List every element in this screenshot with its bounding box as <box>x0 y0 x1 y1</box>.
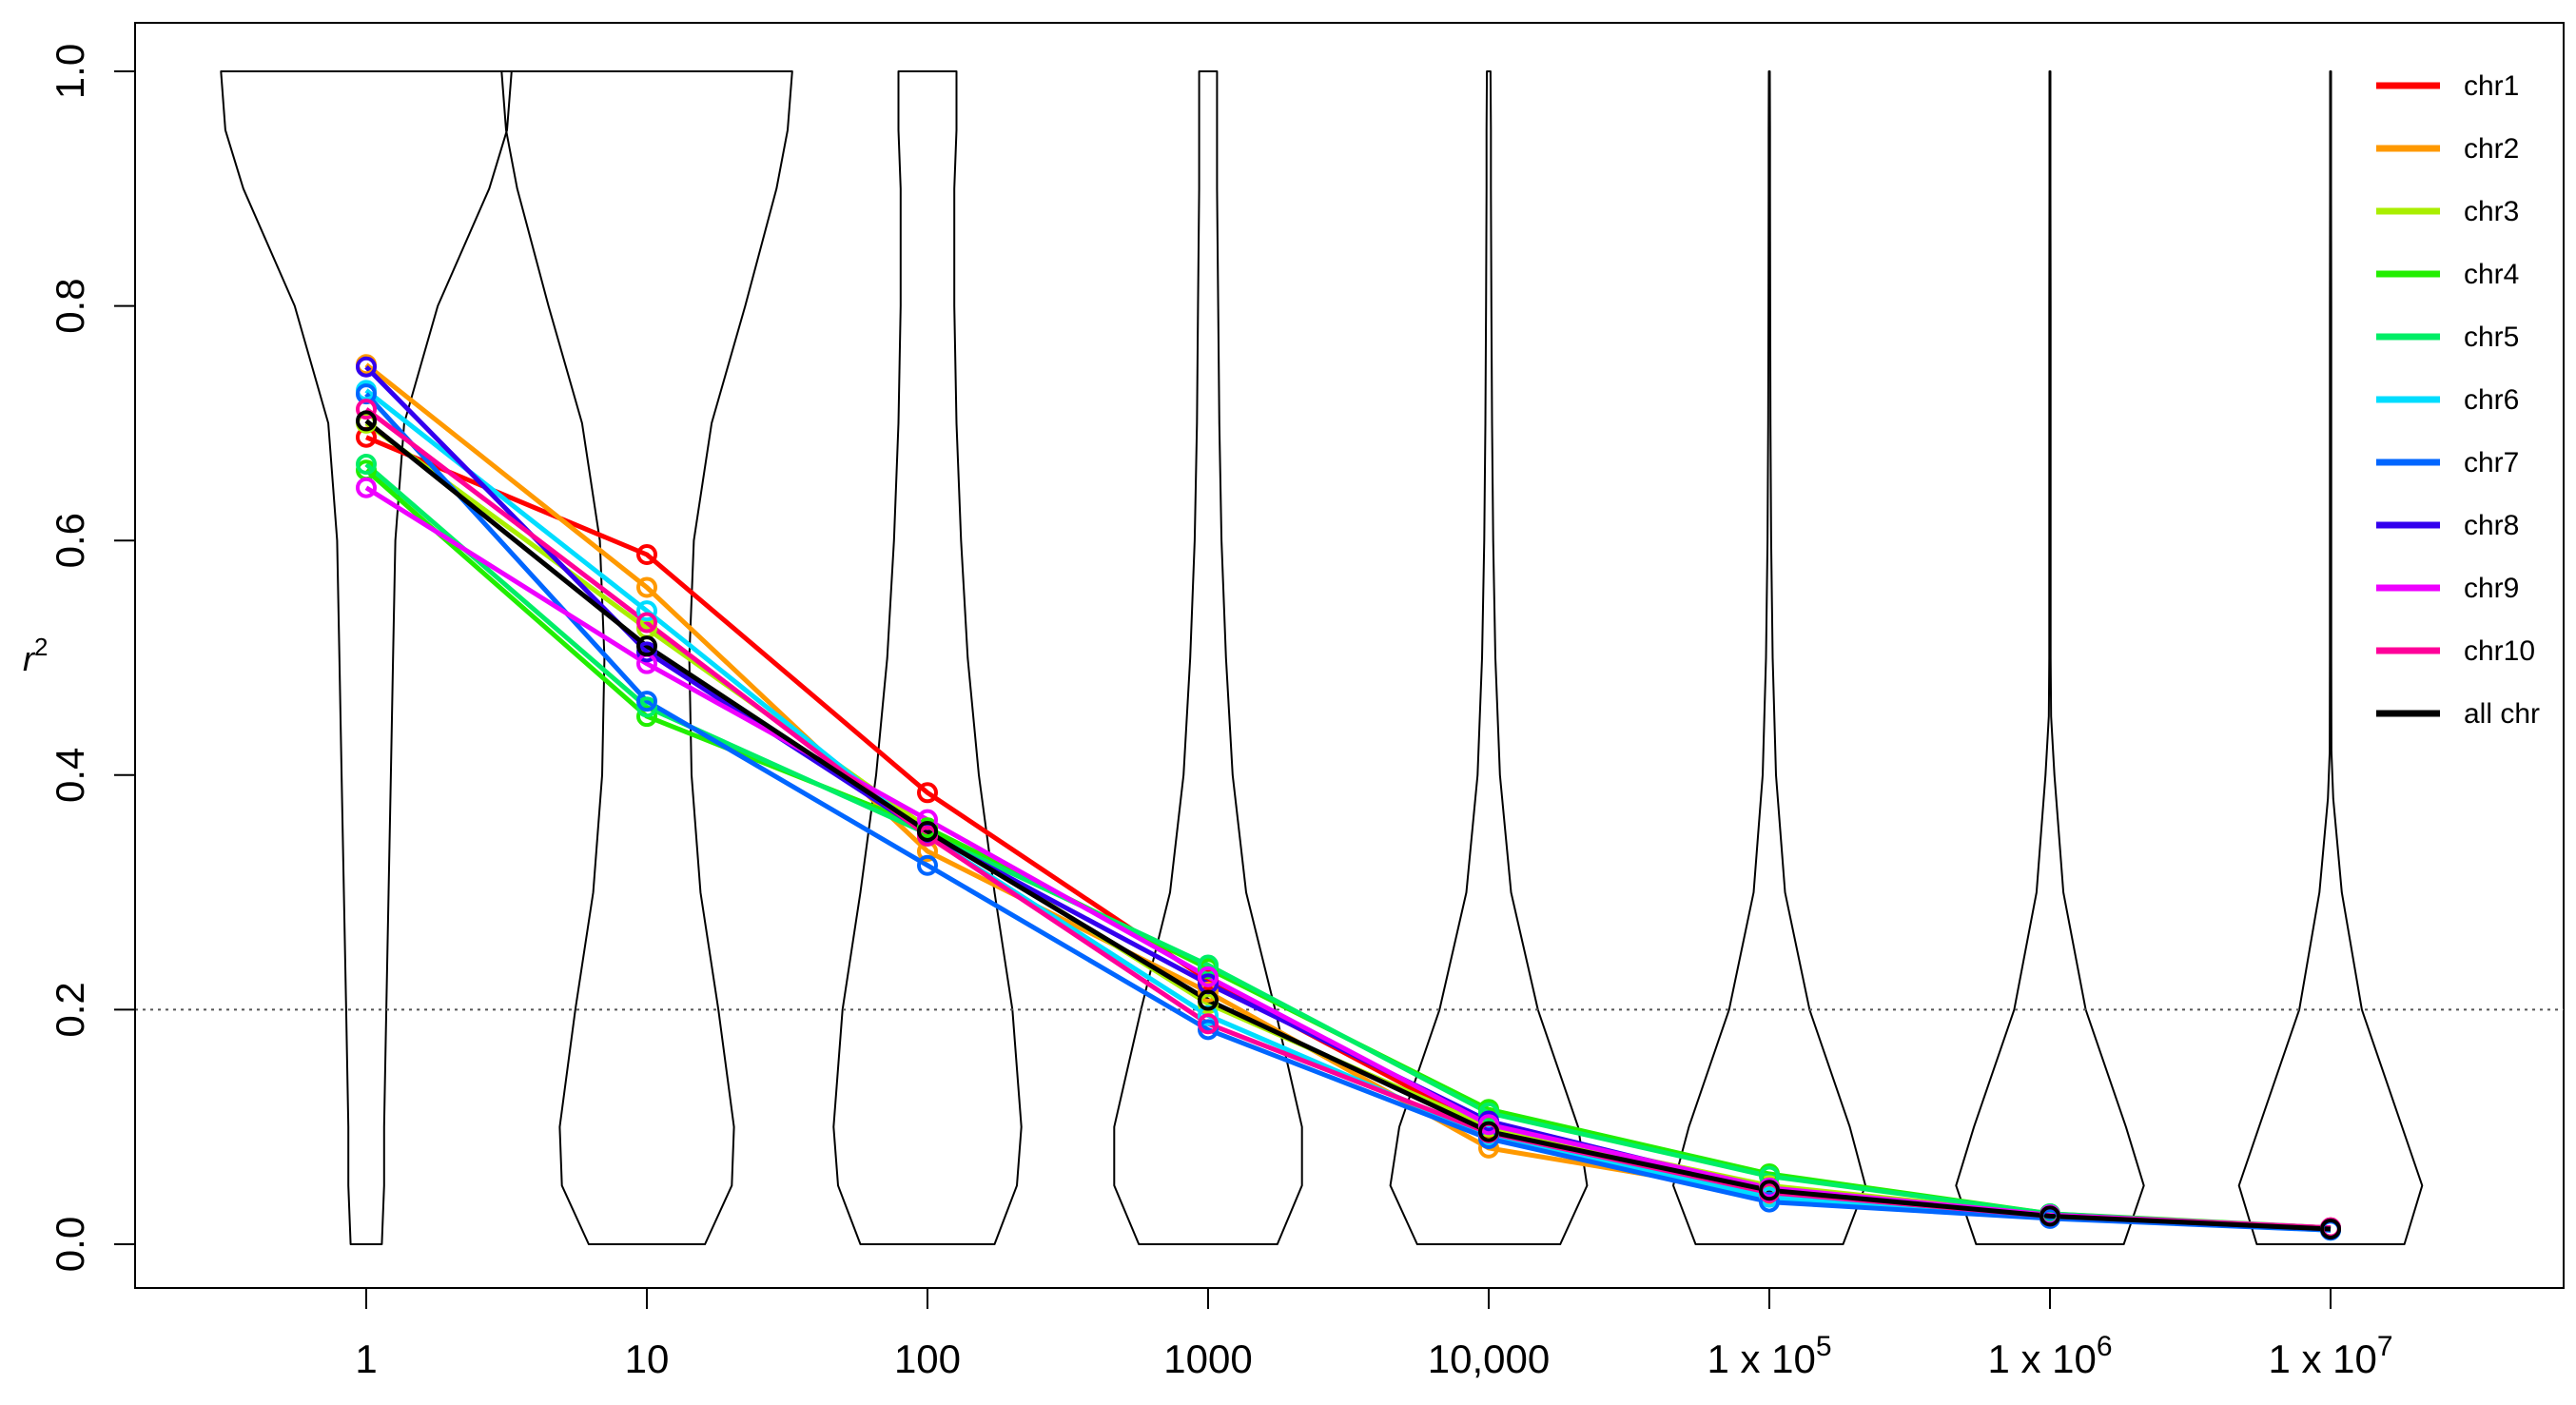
series-point-chr7-2 <box>636 691 657 712</box>
legend-item-all-chr: all chr <box>2376 698 2540 730</box>
y-axis: 0.0 0.2 0.4 0.6 0.8 1.0 <box>48 44 136 1272</box>
legend-item-chr5: chr5 <box>2376 322 2519 353</box>
legend-label: chr6 <box>2464 384 2519 416</box>
series-line-chr8 <box>364 364 2332 1232</box>
series-point-all-chr-5 <box>1478 1121 1499 1142</box>
legend: chr1 chr2 chr3 chr4 chr5 chr6 chr7 chr8 chr9 chr1… <box>2376 70 2540 730</box>
series-line-chr3 <box>364 420 2332 1232</box>
series-point-all-chr-3 <box>917 820 938 842</box>
series-point-chr9-4 <box>1198 966 1219 987</box>
legend-item-chr6: chr6 <box>2376 384 2519 416</box>
series-point-all-chr-2 <box>636 635 657 657</box>
y-axis-label: r2 <box>23 633 48 678</box>
violin-3 <box>832 70 1023 1245</box>
x-tick-label-5: 10,000 <box>1428 1337 1550 1381</box>
series-point-all-chr-8 <box>2320 1218 2341 1239</box>
legend-label: chr2 <box>2464 133 2519 165</box>
violin-1 <box>220 70 513 1245</box>
legend-item-chr4: chr4 <box>2376 259 2519 290</box>
series-line-chr4 <box>364 468 2332 1231</box>
legend-item-chr8: chr8 <box>2376 510 2519 541</box>
y-tick-label-4: 0.6 <box>48 513 92 568</box>
violin-4 <box>1113 70 1303 1245</box>
series-point-chr9-1 <box>356 477 377 498</box>
x-axis: 1 10 100 1000 10,000 1 x 105 1 x 106 1 x 107 <box>355 1287 2393 1381</box>
series-point-chr5-1 <box>356 454 377 476</box>
y-tick-label-6: 1.0 <box>48 44 92 99</box>
series-point-chr10-2 <box>636 612 657 634</box>
legend-item-chr2: chr2 <box>2376 133 2519 165</box>
legend-label: chr5 <box>2464 322 2519 353</box>
legend-label: chr3 <box>2464 196 2519 227</box>
legend-item-chr7: chr7 <box>2376 447 2519 478</box>
series-point-chr2-2 <box>636 576 657 598</box>
violin-5 <box>1389 70 1589 1245</box>
series-point-chr7-3 <box>917 854 938 876</box>
series-point-all-chr-6 <box>1759 1180 1780 1201</box>
y-tick-label-1: 0.0 <box>48 1217 92 1272</box>
series-line-chr6 <box>364 388 2332 1233</box>
y-tick-label-2: 0.2 <box>48 982 92 1037</box>
x-tick-label-3: 100 <box>894 1337 961 1381</box>
series-line-all-chr <box>364 419 2332 1232</box>
violin-6 <box>1672 70 1866 1245</box>
violin-2 <box>500 70 793 1245</box>
x-tick-label-4: 1000 <box>1163 1337 1252 1381</box>
series-lines <box>364 362 2332 1233</box>
x-tick-label-8: 1 x 107 <box>2268 1331 2392 1381</box>
series-line-chr1 <box>365 435 2332 1231</box>
plot-frame <box>134 22 2565 1289</box>
legend-label: chr9 <box>2464 573 2519 604</box>
legend-item-chr3: chr3 <box>2376 196 2519 227</box>
legend-label: chr8 <box>2464 510 2519 541</box>
series-points <box>356 354 2341 1241</box>
series-point-chr7-6 <box>1759 1191 1780 1213</box>
legend-label: chr4 <box>2464 259 2519 290</box>
legend-item-chr9: chr9 <box>2376 573 2519 604</box>
legend-item-chr1: chr1 <box>2376 70 2519 102</box>
series-point-all-chr-1 <box>356 410 377 432</box>
series-point-chr1-2 <box>636 543 657 565</box>
legend-label: chr7 <box>2464 447 2519 478</box>
series-point-chr8-1 <box>356 356 377 378</box>
violin-8 <box>2237 70 2424 1245</box>
series-point-chr9-5 <box>1478 1114 1499 1136</box>
series-line-chr2 <box>364 362 2332 1232</box>
y-axis-label-base: r <box>23 639 36 678</box>
x-tick-label-1: 1 <box>355 1337 377 1381</box>
series-point-chr6-2 <box>636 600 657 622</box>
series-point-chr10-4 <box>1198 1013 1219 1035</box>
legend-label: chr1 <box>2464 70 2519 102</box>
y-tick-label-5: 0.8 <box>48 278 92 333</box>
series-line-chr7 <box>364 392 2332 1233</box>
y-axis-label-exponent: 2 <box>34 633 48 661</box>
series-point-chr10-1 <box>356 399 377 420</box>
x-tick-label-2: 10 <box>625 1337 670 1381</box>
y-tick-label-3: 0.4 <box>48 748 92 803</box>
series-point-all-chr-7 <box>2039 1205 2060 1227</box>
series-point-chr1-3 <box>917 782 938 804</box>
series-line-chr10 <box>364 407 2332 1231</box>
series-point-all-chr-4 <box>1198 989 1219 1011</box>
x-tick-label-7: 1 x 106 <box>1987 1331 2112 1381</box>
legend-label: chr10 <box>2464 635 2535 667</box>
violin-7 <box>1955 70 2145 1245</box>
legend-item-chr10: chr10 <box>2376 635 2535 667</box>
series-line-chr5 <box>364 462 2332 1232</box>
x-tick-label-6: 1 x 105 <box>1707 1331 1831 1381</box>
legend-label: all chr <box>2464 698 2540 730</box>
